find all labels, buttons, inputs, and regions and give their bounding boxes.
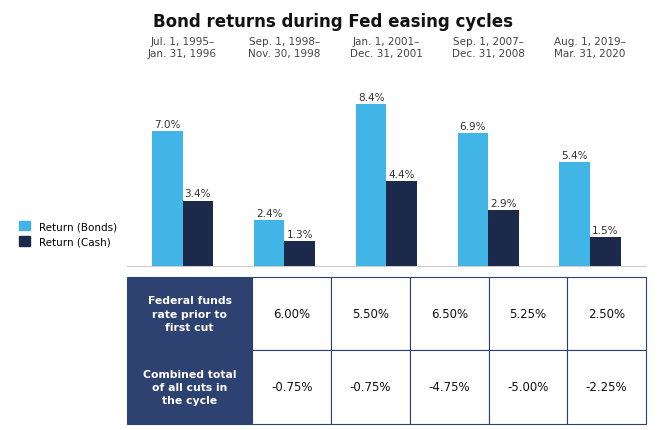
Legend: Return (Bonds), Return (Cash): Return (Bonds), Return (Cash) xyxy=(15,218,121,251)
Bar xyxy=(152,132,182,267)
Text: 4.4%: 4.4% xyxy=(388,169,415,180)
Text: 2.50%: 2.50% xyxy=(588,307,625,320)
Text: 5.4%: 5.4% xyxy=(561,150,588,160)
Text: 6.9%: 6.9% xyxy=(460,122,486,132)
Bar xyxy=(458,134,488,267)
Bar xyxy=(356,105,386,267)
Text: -4.75%: -4.75% xyxy=(428,381,470,393)
Text: Federal funds
rate prior to
first cut: Federal funds rate prior to first cut xyxy=(147,296,232,332)
Bar xyxy=(254,221,284,267)
Bar xyxy=(488,211,519,267)
Text: 2.4%: 2.4% xyxy=(256,208,282,218)
Text: 8.4%: 8.4% xyxy=(358,92,384,103)
Bar xyxy=(284,242,315,267)
Text: 7.0%: 7.0% xyxy=(154,120,180,129)
Bar xyxy=(386,182,417,267)
Bar xyxy=(590,238,621,267)
Text: 6.00%: 6.00% xyxy=(273,307,310,320)
Text: 5.50%: 5.50% xyxy=(352,307,389,320)
Text: 3.4%: 3.4% xyxy=(184,189,211,199)
Text: Bond returns during Fed easing cycles: Bond returns during Fed easing cycles xyxy=(153,13,513,31)
Text: 2.9%: 2.9% xyxy=(490,199,517,209)
Bar xyxy=(182,201,213,267)
Text: -2.25%: -2.25% xyxy=(586,381,627,393)
Text: -0.75%: -0.75% xyxy=(350,381,392,393)
Text: 1.5%: 1.5% xyxy=(592,225,619,235)
Text: -0.75%: -0.75% xyxy=(271,381,312,393)
Text: 1.3%: 1.3% xyxy=(286,229,313,239)
Text: Combined total
of all cuts in
the cycle: Combined total of all cuts in the cycle xyxy=(143,369,236,405)
Bar xyxy=(559,163,590,267)
Text: -5.00%: -5.00% xyxy=(507,381,549,393)
Text: 5.25%: 5.25% xyxy=(509,307,547,320)
Text: 6.50%: 6.50% xyxy=(431,307,468,320)
